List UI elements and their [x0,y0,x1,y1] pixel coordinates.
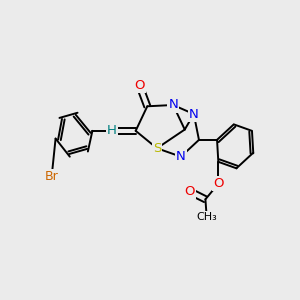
Text: N: N [189,107,199,121]
Text: S: S [153,142,161,155]
Text: N: N [176,150,186,163]
Text: Br: Br [45,169,58,182]
Text: O: O [185,185,195,198]
Text: O: O [134,79,145,92]
Text: N: N [168,98,178,112]
Text: CH₃: CH₃ [196,212,217,222]
Text: O: O [213,177,224,190]
Text: H: H [107,124,117,137]
